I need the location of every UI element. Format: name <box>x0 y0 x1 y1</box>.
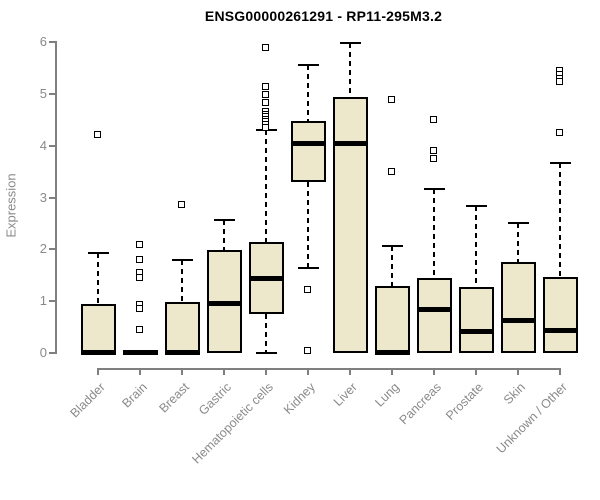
upper-whisker <box>265 130 267 243</box>
x-axis-line <box>97 368 561 370</box>
box-pancreas <box>417 277 452 353</box>
median-line <box>291 141 326 146</box>
upper-whisker-cap <box>466 204 487 207</box>
y-tick-mark <box>49 196 55 199</box>
upper-whisker <box>391 246 393 287</box>
upper-whisker <box>517 222 519 262</box>
upper-whisker <box>559 162 561 277</box>
median-line <box>165 350 200 355</box>
upper-whisker <box>97 252 99 304</box>
outlier-point <box>556 78 563 86</box>
y-axis-line <box>55 41 57 354</box>
x-tick-mark <box>265 368 267 375</box>
lower-whisker <box>265 314 267 353</box>
outlier-point <box>430 115 437 123</box>
upper-whisker <box>307 64 309 121</box>
chart-title: ENSG00000261291 - RP11-295M3.2 <box>204 8 443 24</box>
median-line <box>249 276 284 281</box>
upper-whisker-cap <box>340 42 361 45</box>
upper-whisker-cap <box>298 63 319 66</box>
y-tick-label: 2 <box>39 241 47 257</box>
x-tick-mark <box>349 368 351 375</box>
outlier-point <box>136 326 143 334</box>
y-tick-mark <box>49 352 55 354</box>
x-tick-mark <box>307 368 309 375</box>
y-tick-mark <box>49 300 55 303</box>
box-unknown-other <box>543 276 578 353</box>
upper-whisker-cap <box>508 221 529 224</box>
median-line <box>375 350 410 355</box>
y-tick-label: 4 <box>39 137 47 153</box>
outlier-point <box>136 304 143 312</box>
outlier-point <box>262 83 269 91</box>
outlier-point <box>136 256 143 264</box>
outlier-point <box>430 146 437 154</box>
y-tick-label: 0 <box>39 345 47 360</box>
outlier-point <box>94 130 101 138</box>
outlier-point <box>262 123 269 131</box>
median-line <box>333 141 368 146</box>
outlier-point <box>430 155 437 163</box>
outlier-point <box>136 273 143 281</box>
box-skin <box>501 261 536 353</box>
box-kidney <box>291 120 326 182</box>
y-tick-label: 1 <box>39 293 47 309</box>
x-tick-mark <box>97 368 99 375</box>
x-tick-mark <box>559 368 561 375</box>
outlier-point <box>388 168 395 176</box>
upper-whisker <box>433 189 435 278</box>
y-tick-label: 3 <box>39 189 47 205</box>
upper-whisker-cap <box>550 161 571 164</box>
upper-whisker-cap <box>424 188 445 191</box>
median-line <box>417 307 452 312</box>
median-line <box>501 318 536 323</box>
box-liver <box>333 96 368 353</box>
outlier-point <box>304 347 311 355</box>
y-tick-label: 5 <box>39 85 47 101</box>
upper-whisker-cap <box>88 251 109 254</box>
median-line <box>207 301 242 306</box>
x-tick-mark <box>181 368 183 375</box>
outlier-point <box>388 96 395 104</box>
x-tick-mark <box>391 368 393 375</box>
x-tick-mark <box>433 368 435 375</box>
x-tick-mark <box>223 368 225 375</box>
outlier-point <box>304 285 311 293</box>
box-prostate <box>459 287 494 353</box>
lower-whisker-cap <box>298 266 319 269</box>
outlier-point <box>262 43 269 51</box>
y-tick-mark <box>49 248 55 251</box>
lower-whisker <box>307 181 309 268</box>
outlier-point <box>262 99 269 107</box>
upper-whisker-cap <box>172 259 193 262</box>
x-tick-mark <box>475 368 477 375</box>
x-tick-mark <box>139 368 141 375</box>
median-line <box>459 329 494 334</box>
y-tick-label: 6 <box>39 34 47 49</box>
outlier-point <box>556 129 563 137</box>
y-tick-mark <box>49 41 55 43</box>
upper-whisker <box>223 219 225 250</box>
upper-whisker <box>181 260 183 303</box>
upper-whisker <box>475 205 477 288</box>
y-tick-mark <box>49 92 55 95</box>
upper-whisker-cap <box>382 245 403 248</box>
box-bladder <box>81 303 116 353</box>
lower-whisker-cap <box>256 352 277 354</box>
outlier-point <box>178 200 185 208</box>
y-tick-mark <box>49 144 55 147</box>
median-line <box>81 350 116 355</box>
upper-whisker <box>349 43 351 97</box>
box-lung <box>375 286 410 353</box>
box-breast <box>165 302 200 353</box>
median-line <box>543 328 578 333</box>
median-line <box>123 350 158 355</box>
x-tick-mark <box>517 368 519 375</box>
outlier-point <box>136 241 143 249</box>
outlier-point <box>262 90 269 98</box>
upper-whisker-cap <box>214 218 235 221</box>
